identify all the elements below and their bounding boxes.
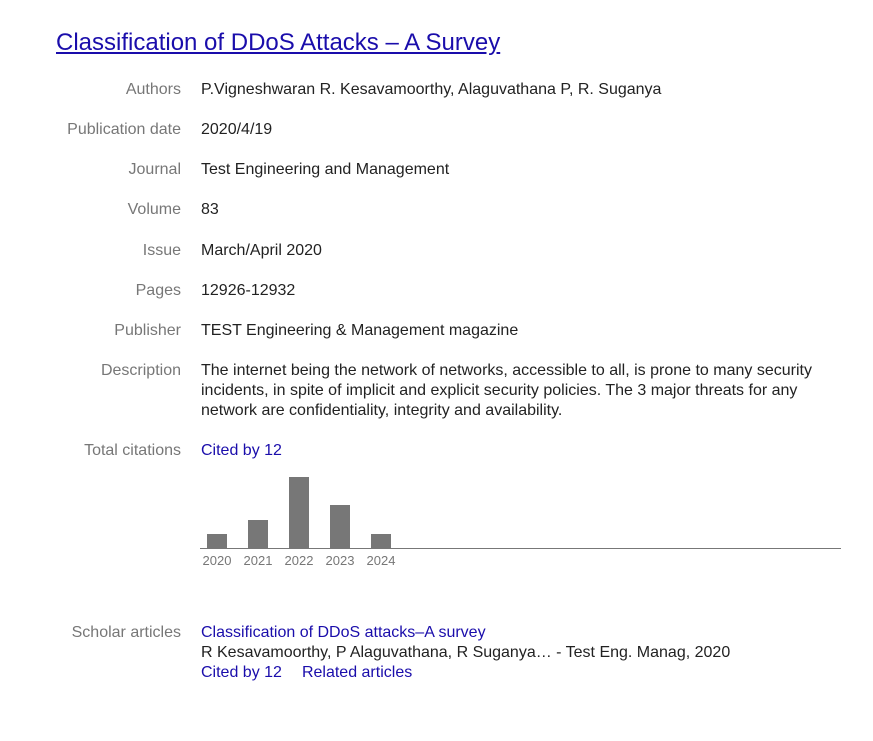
year-tick-label-2021: 2021 [244, 553, 273, 568]
cited-by-link[interactable]: Cited by 12 [201, 442, 282, 459]
scholar-articles-value: Classification of DDoS attacks–A survey … [201, 623, 831, 683]
publisher-label: Publisher [114, 322, 181, 339]
citation-bar-2022[interactable] [289, 477, 309, 548]
year-tick-label-2020: 2020 [203, 553, 232, 568]
journal-value: Test Engineering and Management [201, 161, 450, 178]
issue-label: Issue [142, 242, 181, 259]
scholar-article-authors: R Kesavamoorthy, P Alaguvathana, R Sugan… [201, 644, 731, 661]
citation-bar-2023[interactable] [330, 505, 350, 548]
scholar-articles-label: Scholar articles [71, 624, 181, 641]
citation-bar-2024[interactable] [371, 534, 391, 548]
citation-bar-2021[interactable] [248, 520, 268, 548]
issue-value: March/April 2020 [201, 242, 322, 259]
authors-value: P.Vigneshwaran R. Kesavamoorthy, Alaguva… [201, 81, 662, 98]
description-label: Description [100, 362, 181, 379]
volume-value: 83 [201, 201, 219, 218]
pages-value: 12926-12932 [201, 282, 296, 299]
scholar-article-title-link[interactable]: Classification of DDoS attacks–A survey [201, 624, 486, 641]
description-value: The internet being the network of networ… [201, 362, 812, 419]
year-tick-label-2023: 2023 [326, 553, 355, 568]
pages-label: Pages [135, 282, 181, 299]
scholar-cited-by-link[interactable]: Cited by 12 [201, 664, 282, 681]
total-citations-label: Total citations [84, 442, 181, 459]
related-articles-link[interactable]: Related articles [301, 664, 413, 681]
volume-label: Volume [127, 201, 181, 218]
year-tick-label-2022: 2022 [285, 553, 314, 568]
authors-label: Authors [125, 81, 181, 98]
journal-label: Journal [128, 161, 181, 178]
article-title-link[interactable]: Classification of DDoS Attacks – A Surve… [56, 29, 501, 56]
citation-bar-2020[interactable] [207, 534, 227, 548]
publisher-value: TEST Engineering & Management magazine [201, 322, 519, 339]
year-tick-label-2024: 2024 [367, 553, 396, 568]
publication-date-value: 2020/4/19 [201, 121, 273, 138]
publication-date-label: Publication date [67, 121, 181, 138]
citations-bar-chart: 2020 2021 2022 2023 2024 [200, 477, 841, 568]
